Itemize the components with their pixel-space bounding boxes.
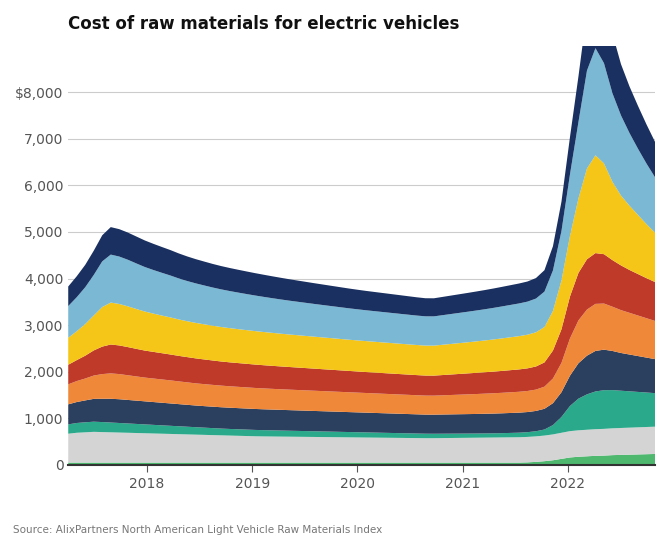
Text: ≋≋≋
CNBC: ≋≋≋ CNBC: [604, 514, 629, 532]
Text: Source: AlixPartners North American Light Vehicle Raw Materials Index: Source: AlixPartners North American Ligh…: [13, 525, 383, 535]
Text: Cost of raw materials for electric vehicles: Cost of raw materials for electric vehic…: [68, 15, 460, 33]
